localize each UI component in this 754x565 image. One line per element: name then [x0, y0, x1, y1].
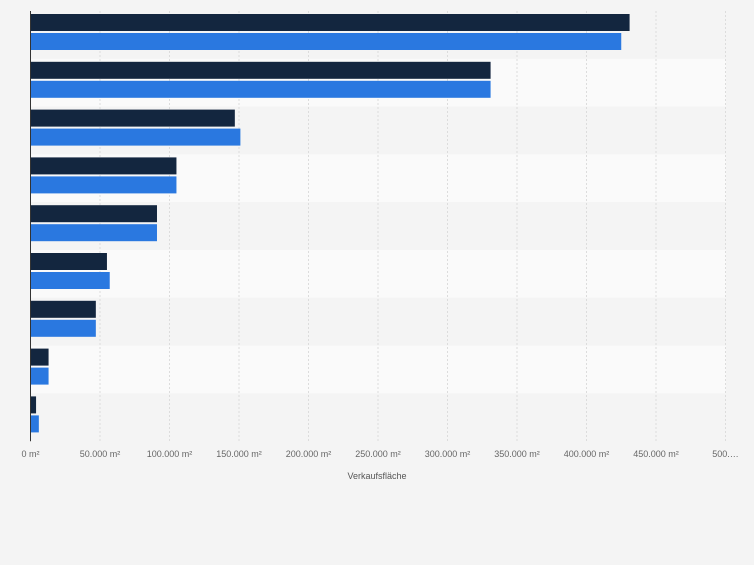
x-tick-label: 400.000 m² — [564, 449, 610, 459]
x-tick-label: 150.000 m² — [216, 449, 262, 459]
row-band — [30, 297, 726, 346]
x-tick-label: 300.000 m² — [425, 449, 471, 459]
bar[interactable] — [30, 253, 107, 270]
bar[interactable] — [30, 300, 96, 318]
bar[interactable] — [30, 80, 491, 98]
bar[interactable] — [30, 415, 39, 433]
bar[interactable] — [30, 367, 49, 385]
bar[interactable] — [30, 224, 157, 242]
row-band — [30, 250, 726, 298]
bars — [30, 14, 630, 433]
bar[interactable] — [30, 33, 622, 50]
bar[interactable] — [30, 176, 177, 194]
bar[interactable] — [30, 348, 49, 366]
bar[interactable] — [30, 396, 37, 414]
bar[interactable] — [30, 205, 157, 223]
x-tick-label: 200.000 m² — [286, 449, 332, 459]
bar[interactable] — [30, 109, 235, 127]
x-tick-label: 500.… — [712, 449, 739, 459]
bar[interactable] — [30, 157, 177, 175]
row-band — [30, 393, 726, 442]
x-tick-label: 450.000 m² — [633, 449, 679, 459]
x-tick-label: 50.000 m² — [80, 449, 121, 459]
x-axis-title: Verkaufsfläche — [347, 471, 406, 481]
x-tick-label: 250.000 m² — [355, 449, 401, 459]
bar[interactable] — [30, 128, 241, 146]
x-tick-label: 350.000 m² — [494, 449, 540, 459]
bar[interactable] — [30, 14, 630, 31]
x-tick-labels: 0 m² 50.000 m² 100.000 m² 150.000 m² 200.000… — [22, 449, 739, 459]
bar[interactable] — [30, 319, 96, 337]
x-tick-label: 0 m² — [22, 449, 40, 459]
bar[interactable] — [30, 272, 110, 289]
row-band — [30, 345, 726, 394]
x-tick-label: 100.000 m² — [147, 449, 193, 459]
bar[interactable] — [30, 61, 491, 79]
